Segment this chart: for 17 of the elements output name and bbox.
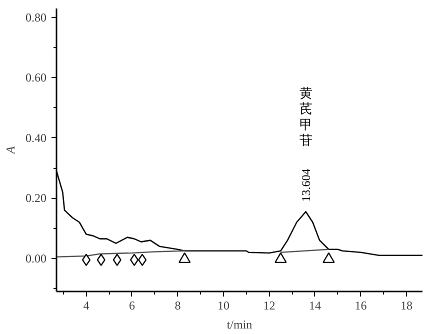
y-tick-label: 0.20 <box>26 191 46 206</box>
x-tick-label: 8 <box>174 298 181 312</box>
x-tick-label: 12 <box>263 298 276 312</box>
x-tick-label: 16 <box>354 298 367 312</box>
y-tick-label: 0.40 <box>26 130 46 145</box>
x-tick-label: 4 <box>83 298 90 312</box>
y-tick-label: 0.80 <box>26 10 46 25</box>
x-tick-label: 10 <box>217 298 230 312</box>
x-tick-label: 14 <box>308 298 321 312</box>
y-axis-title: A <box>4 146 18 155</box>
annotation: 黄芪甲苷 <box>299 85 312 148</box>
y-tick-label: 0.60 <box>26 70 46 85</box>
annotation: 13.604 <box>298 168 313 202</box>
y-tick-label: 0.00 <box>26 251 46 266</box>
x-tick-label: 18 <box>400 298 412 312</box>
x-tick-label: 6 <box>128 298 135 312</box>
x-axis-title: t/min <box>226 318 252 332</box>
